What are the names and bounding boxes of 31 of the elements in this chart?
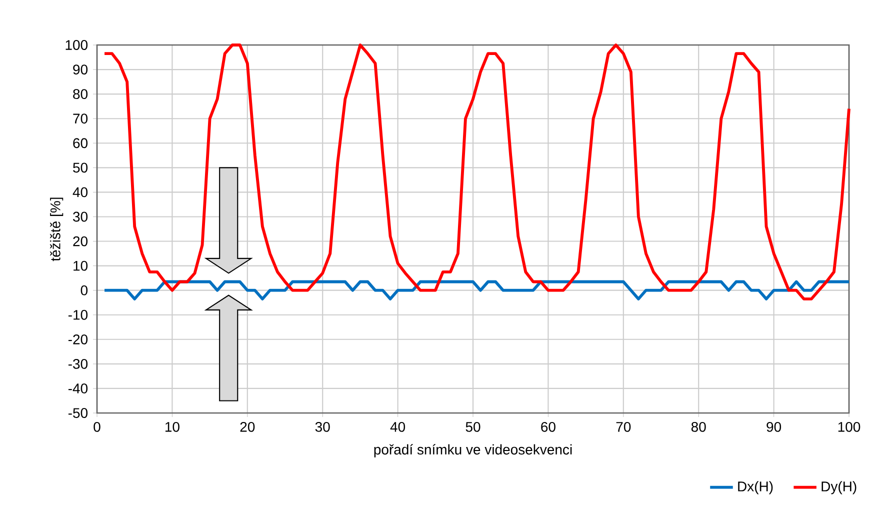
x-tick-label: 30	[315, 422, 330, 432]
y-tick-label: 0	[80, 285, 88, 296]
y-tick-label: 10	[74, 260, 88, 271]
y-tick-label: -40	[68, 384, 88, 394]
x-tick-label: 40	[390, 422, 406, 432]
x-tick-label: 60	[541, 422, 556, 432]
y-tick-label: -50	[68, 408, 88, 418]
x-tick-label: 100	[838, 422, 860, 432]
legend-label: Dy(H)	[822, 481, 856, 494]
x-tick-label: 20	[240, 422, 255, 432]
x-tick-label: 90	[766, 422, 782, 432]
x-tick-label: 10	[165, 422, 180, 432]
y-tick-label: 90	[73, 64, 88, 74]
x-tick-label: 0	[94, 422, 100, 432]
y-tick-label: 70	[73, 114, 88, 124]
legend-label: Dx(H)	[738, 481, 773, 494]
y-tick-label: 50	[73, 162, 88, 173]
y-tick-label: 30	[73, 212, 88, 222]
y-tick-label: 40	[72, 187, 88, 198]
y-tick-label: -30	[68, 358, 88, 369]
y-tick-label: -20	[68, 334, 88, 344]
y-tick-label: 20	[73, 236, 88, 246]
y-tick-label: 100	[66, 40, 88, 50]
x-axis-title: pořadí snímku ve videosekvenci	[374, 444, 572, 458]
x-tick-label: 50	[466, 422, 480, 432]
y-axis-title: těžiště [%]	[50, 198, 64, 262]
y-tick-label: -10	[68, 310, 88, 320]
y-tick-label: 60	[73, 138, 88, 148]
x-tick-label: 80	[691, 422, 706, 432]
y-tick-label: 80	[73, 89, 88, 100]
x-tick-label: 70	[616, 422, 631, 432]
